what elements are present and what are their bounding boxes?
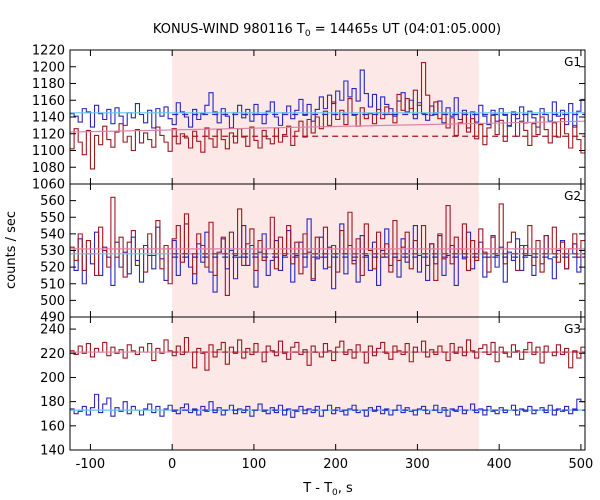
x-tick-label: 500 bbox=[568, 457, 593, 472]
x-tick-label: 100 bbox=[242, 457, 267, 472]
panel-g2-ytick-label: 490 bbox=[40, 311, 65, 326]
panel-g2-ytick-label: 510 bbox=[40, 277, 65, 292]
ticks-layer bbox=[70, 49, 585, 451]
panel-g1-series-blue bbox=[70, 69, 585, 129]
panel-g2-ytick-label: 530 bbox=[40, 244, 65, 259]
x-tick-label: 0 bbox=[168, 457, 176, 472]
panel-g2-shaded-interval bbox=[172, 184, 479, 317]
panel-g1-ytick-label: 1160 bbox=[32, 94, 65, 109]
x-tick-label: 200 bbox=[323, 457, 348, 472]
panel-g1-ytick-label: 1080 bbox=[32, 161, 65, 176]
panel-g1-ytick-label: 1200 bbox=[32, 60, 65, 75]
panel-g3-ytick-label: 180 bbox=[40, 395, 65, 410]
panel-g1-ytick-label: 1220 bbox=[32, 44, 65, 59]
panel-g1-ytick-label: 1100 bbox=[32, 144, 65, 159]
x-axis-label: T - T0, s bbox=[302, 481, 353, 498]
panel-g1-ytick-label: 1140 bbox=[32, 111, 65, 126]
panel-g3-shaded-interval bbox=[172, 317, 479, 450]
panel-g1-label: G1 bbox=[564, 55, 581, 69]
shaded-interval-layer bbox=[172, 50, 479, 450]
panel-g1-fit-fit_red-solid bbox=[69, 120, 586, 133]
x-tick-label: -100 bbox=[76, 457, 106, 472]
panel-g3-ytick-label: 160 bbox=[40, 419, 65, 434]
panel-g1-shaded-interval bbox=[172, 50, 479, 184]
panel-g3-series-blue bbox=[70, 393, 585, 418]
panel-g3-label: G3 bbox=[564, 322, 581, 336]
panel-g3-series-red bbox=[70, 337, 585, 371]
panel-g3-ytick-label: 240 bbox=[40, 323, 65, 338]
panel-g1-ytick-label: 1180 bbox=[32, 77, 65, 92]
chart-title: KONUS-WIND 980116 T0 = 14465s UT (04:01:… bbox=[153, 22, 501, 39]
panel-g2-ytick-label: 540 bbox=[40, 227, 65, 242]
x-tick-label: 400 bbox=[487, 457, 512, 472]
panel-g1-ytick-label: 1060 bbox=[32, 178, 65, 193]
panel-g3-ytick-label: 200 bbox=[40, 371, 65, 386]
panel-g2-ytick-label: 500 bbox=[40, 294, 65, 309]
panel-g2-label: G2 bbox=[564, 189, 581, 203]
x-tick-label: 300 bbox=[405, 457, 430, 472]
panel-g2-ytick-label: 550 bbox=[40, 211, 65, 226]
panel-g2-ytick-label: 560 bbox=[40, 194, 65, 209]
panel-g1-ytick-label: 1120 bbox=[32, 127, 65, 142]
panel-g3-ytick-label: 220 bbox=[40, 347, 65, 362]
panel-g3-frame bbox=[69, 316, 586, 451]
panel-g3-ytick-label: 140 bbox=[40, 444, 65, 459]
panel-g2-series-red bbox=[70, 196, 585, 296]
panel-g2-ytick-label: 520 bbox=[40, 261, 65, 276]
text-layer: KONUS-WIND 980116 T0 = 14465s UT (04:01:… bbox=[4, 22, 593, 498]
y-axis-label: counts / sec bbox=[4, 211, 19, 289]
fit-lines-layer bbox=[69, 112, 586, 411]
